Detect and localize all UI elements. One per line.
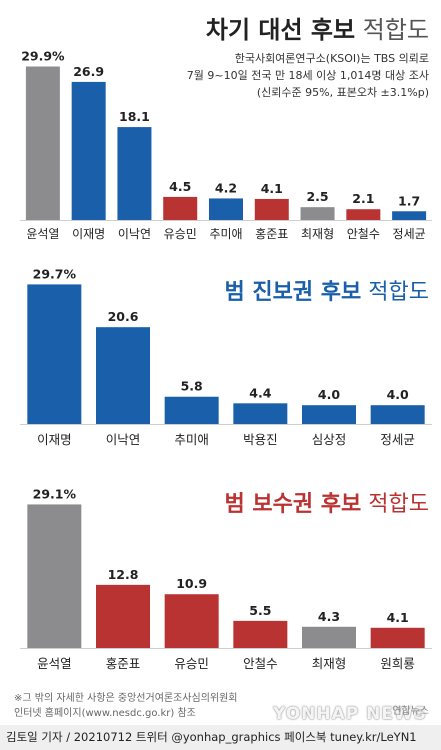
section-title-progressive: 범 진보권 후보 적합도 — [225, 274, 430, 306]
section-title-light: 적합도 — [368, 280, 429, 305]
bar-홍준표 — [96, 584, 150, 648]
bar-최재형 — [302, 626, 356, 648]
bar-이낙연 — [96, 327, 150, 424]
source-line: 한국사회여론연구소(KSOI)는 TBS 의뢰로 — [234, 52, 429, 65]
section-title-bold: 범 진보권 후보 — [224, 280, 362, 305]
data-label: 2.1 — [352, 191, 374, 206]
footnote-line: ※그 밖의 자세한 사항은 중앙선거여론조사심의위원회 — [14, 693, 238, 704]
category-label: 추미애 — [209, 227, 242, 241]
bar-추미애 — [209, 198, 243, 220]
bar-이재명 — [71, 81, 106, 220]
data-label: 4.4 — [249, 385, 271, 400]
chart-conservative: 29.1% 윤석열 12.8 홍준표 10.9 유승민 5.5 안철수 4.3 최재형 4.1 원희룡 — [20, 486, 432, 671]
category-label: 이낙연 — [106, 432, 141, 447]
category-label: 원희룡 — [380, 656, 415, 671]
category-label: 안철수 — [243, 656, 278, 671]
main-title: 차기 대선 후보 적합도 — [206, 10, 429, 45]
bar-윤석열 — [27, 504, 82, 648]
category-label: 유승민 — [174, 656, 209, 671]
bar-최재형 — [300, 207, 335, 220]
bar-정세균 — [392, 211, 427, 220]
category-label: 유승민 — [164, 227, 197, 241]
data-label: 5.5 — [249, 603, 271, 618]
main-title-bold: 차기 대선 후보 — [205, 16, 356, 44]
data-label: 10.9 — [176, 576, 207, 591]
category-label: 윤석열 — [26, 227, 59, 241]
category-label: 이재명 — [72, 227, 105, 241]
section-title-light: 적합도 — [368, 492, 429, 517]
data-label: 4.1 — [387, 610, 409, 625]
data-label: 2.5 — [306, 189, 328, 204]
data-label: 5.8 — [181, 379, 203, 394]
chart-overall: 29.9% 윤석열 26.9 이재명 18.1 이낙연 4.5 유승민 4.2 추미애 4.1 홍준표… — [20, 49, 432, 241]
category-label: 홍준표 — [255, 227, 288, 241]
bar-유승민 — [163, 196, 198, 220]
data-label: 4.0 — [387, 387, 409, 402]
category-label: 홍준표 — [106, 656, 141, 671]
footnote-line: 인터넷 홈페이지(www.nesdc.go.kr) 참조 — [14, 708, 196, 719]
bar-윤석열 — [25, 66, 60, 220]
credit-bar: 김토일 기자 / 20210712 트위터 @yonhap_graphics 페… — [0, 725, 441, 750]
data-label: 12.8 — [108, 567, 139, 582]
bar-이재명 — [27, 284, 82, 424]
category-label: 심상정 — [312, 432, 347, 447]
chart-progressive: 29.7% 이재명 20.6 이낙연 5.8 추미애 4.4 박용진 4.0 심상정 4.0 정세균 — [20, 266, 432, 447]
category-label: 박용진 — [243, 432, 278, 447]
bar-원희룡 — [370, 627, 425, 648]
category-label: 정세균 — [380, 432, 415, 447]
category-label: 안철수 — [347, 227, 380, 241]
category-label: 추미애 — [174, 432, 209, 447]
main-title-light: 적합도 — [362, 16, 429, 44]
data-label: 1.7 — [398, 193, 420, 208]
bar-박용진 — [233, 403, 288, 424]
data-label: 29.7% — [33, 266, 77, 281]
bar-이낙연 — [117, 127, 152, 220]
category-label: 이낙연 — [118, 227, 151, 241]
category-label: 윤석열 — [37, 656, 72, 671]
data-label: 20.6 — [108, 309, 139, 324]
source-line: (신뢰수준 95%, 표본오차 ±3.1%p) — [256, 86, 429, 99]
bar-정세균 — [370, 405, 425, 424]
data-label: 4.5 — [169, 179, 191, 194]
data-label: 18.1 — [119, 109, 150, 124]
data-label: 26.9 — [73, 64, 104, 79]
category-label: 최재형 — [312, 656, 347, 671]
bar-추미애 — [164, 396, 219, 424]
survey-source: 한국사회여론연구소(KSOI)는 TBS 의뢰로 7월 9~10일 전국 만 1… — [187, 50, 429, 101]
bar-안철수 — [346, 209, 381, 220]
bar-안철수 — [233, 620, 288, 648]
data-label: 29.9% — [21, 49, 65, 64]
data-label: 4.0 — [318, 387, 340, 402]
yonhap-logo: 연합뉴스 — [392, 706, 429, 717]
bar-홍준표 — [254, 198, 289, 220]
footnote: ※그 밖의 자세한 사항은 중앙선거여론조사심의위원회 인터넷 홈페이지(www… — [14, 691, 238, 721]
bar-유승민 — [164, 594, 219, 648]
bar-심상정 — [302, 405, 356, 424]
source-line: 7월 9~10일 전국 만 18세 이상 1,014명 대상 조사 — [186, 69, 429, 82]
data-label: 4.1 — [261, 181, 283, 196]
data-label: 4.2 — [215, 180, 237, 195]
data-label: 4.3 — [318, 609, 340, 624]
category-label: 정세균 — [393, 227, 426, 241]
data-label: 29.1% — [33, 486, 77, 501]
section-title-bold: 범 보수권 후보 — [224, 492, 362, 517]
yonhap-watermark: YONHAP NEWS — [273, 704, 427, 724]
section-title-conservative: 범 보수권 후보 적합도 — [225, 486, 430, 518]
category-label: 최재형 — [301, 227, 334, 241]
category-label: 이재명 — [37, 432, 72, 447]
